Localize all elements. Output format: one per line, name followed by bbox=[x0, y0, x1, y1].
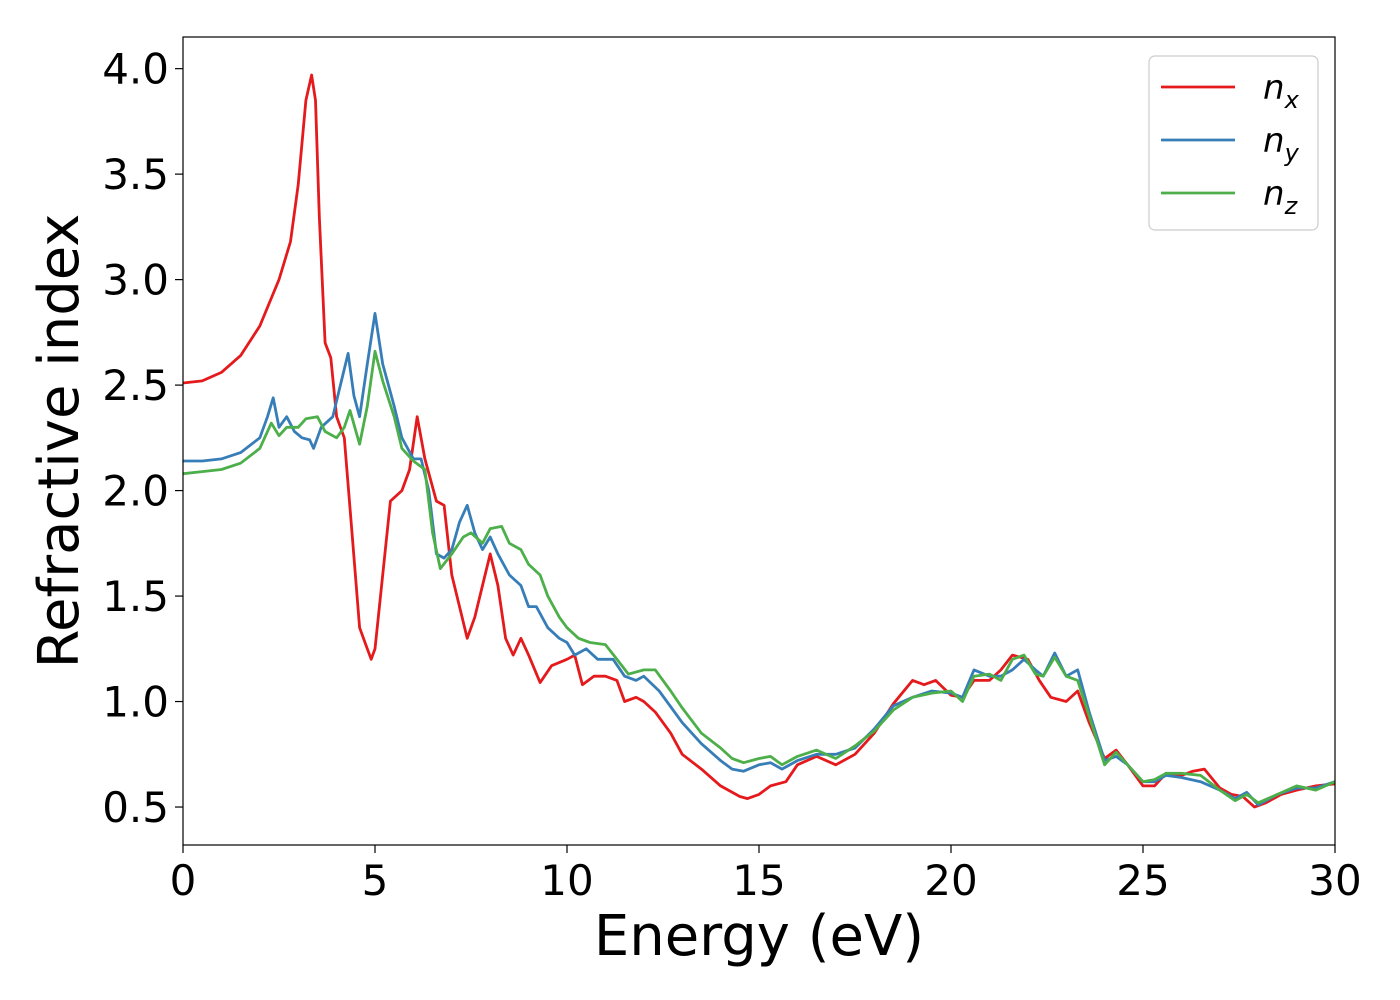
x-tick-label: 20 bbox=[924, 856, 977, 905]
y-tick-label: 3.0 bbox=[102, 256, 169, 305]
y-tick-label: 3.5 bbox=[102, 150, 169, 199]
x-tick-label: 25 bbox=[1116, 856, 1169, 905]
x-tick-label: 30 bbox=[1308, 856, 1361, 905]
legend: nx ny nz bbox=[1148, 55, 1319, 231]
legend-label-ny: ny bbox=[1263, 121, 1300, 167]
legend-label-nz: nz bbox=[1263, 174, 1299, 220]
y-axis-ticks: 0.5 1.0 1.5 2.0 2.5 3.0 3.5 4.0 bbox=[102, 45, 183, 832]
y-axis-title: Refractive index bbox=[27, 214, 92, 669]
series-line-nz bbox=[183, 349, 1335, 805]
x-tick-label: 0 bbox=[170, 856, 197, 905]
plot-area bbox=[182, 36, 1336, 846]
x-tick-label: 15 bbox=[732, 856, 785, 905]
x-tick-label: 5 bbox=[362, 856, 389, 905]
y-tick-label: 2.5 bbox=[102, 361, 169, 410]
y-tick-label: 1.0 bbox=[102, 678, 169, 727]
y-tick-label: 0.5 bbox=[102, 783, 169, 832]
x-axis-title: Energy (eV) bbox=[594, 904, 924, 969]
y-tick-label: 4.0 bbox=[102, 45, 169, 94]
y-tick-label: 2.0 bbox=[102, 467, 169, 516]
legend-box bbox=[1148, 55, 1319, 231]
series-layer bbox=[183, 73, 1335, 809]
y-tick-label: 1.5 bbox=[102, 572, 169, 621]
series-line-nx bbox=[183, 73, 1335, 809]
x-tick-label: 10 bbox=[540, 856, 593, 905]
x-axis-ticks: 0 5 10 15 20 25 30 bbox=[170, 845, 1362, 905]
legend-label-nx: nx bbox=[1263, 68, 1300, 114]
